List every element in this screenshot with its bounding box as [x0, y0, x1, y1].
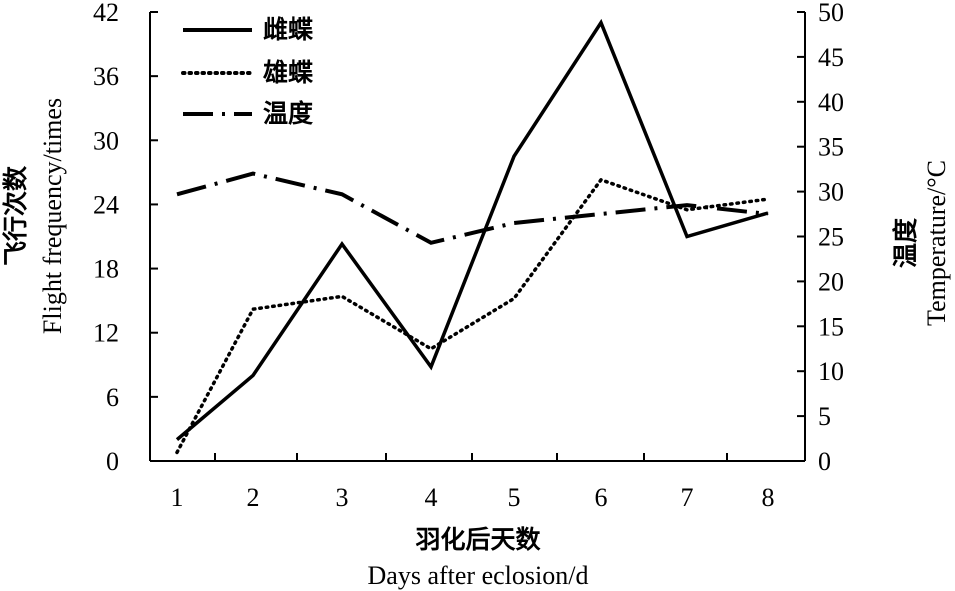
right-y-tick-label: 35 [818, 133, 844, 162]
series-temperature-line [176, 171, 769, 245]
right-y-axis-title-en: Temperature/°C [922, 160, 951, 326]
legend: 雌蝶 雄蝶 温度 [181, 15, 314, 128]
right-y-tick-label: 10 [818, 357, 844, 386]
left-y-axis-ticks: 0 6 12 18 24 30 36 42 [93, 0, 158, 476]
right-y-tick-label: 25 [818, 223, 844, 252]
legend-label-female: 雌蝶 [263, 15, 314, 44]
legend-label-temperature: 温度 [263, 99, 313, 128]
x-tick-label: 1 [171, 483, 184, 512]
right-y-tick-label: 40 [818, 88, 844, 117]
x-tick-label: 7 [681, 483, 694, 512]
left-y-tick-label: 12 [93, 319, 119, 348]
left-y-tick-label: 0 [106, 447, 119, 476]
x-tick-label: 8 [762, 483, 775, 512]
x-tick-label: 3 [336, 483, 349, 512]
left-y-axis-title-cn: 飞行次数 [1, 165, 30, 266]
left-y-tick-label: 36 [93, 62, 119, 91]
series-layer [175, 18, 770, 455]
right-y-tick-label: 15 [818, 312, 844, 341]
right-y-axis-title-cn: 温度 [891, 218, 920, 268]
right-y-tick-label: 0 [818, 447, 831, 476]
x-axis-title-cn: 羽化后天数 [415, 525, 541, 554]
x-tick-label: 4 [425, 483, 438, 512]
left-y-tick-label: 42 [93, 0, 119, 27]
x-tick-label: 2 [247, 483, 260, 512]
right-y-axis-ticks: 0 5 10 15 20 25 30 35 40 45 50 [797, 0, 844, 476]
series-female-line [175, 18, 769, 441]
left-y-axis-title-en: Flight frequency/times [38, 98, 67, 334]
legend-label-male: 雄蝶 [262, 58, 314, 87]
right-y-tick-label: 5 [818, 402, 831, 431]
left-y-tick-label: 6 [106, 383, 119, 412]
left-y-tick-label: 24 [93, 190, 119, 219]
left-y-tick-label: 30 [93, 126, 119, 155]
x-tick-label: 5 [508, 483, 521, 512]
x-axis-title-en: Days after eclosion/d [368, 561, 589, 590]
right-y-tick-label: 50 [818, 0, 844, 27]
right-y-tick-label: 30 [818, 178, 844, 207]
x-tick-label: 6 [595, 483, 608, 512]
right-y-tick-label: 45 [818, 43, 844, 72]
left-y-tick-label: 18 [93, 255, 119, 284]
right-y-tick-label: 20 [818, 267, 844, 296]
x-axis-ticks: 1 2 3 4 5 6 7 8 [149, 453, 806, 512]
